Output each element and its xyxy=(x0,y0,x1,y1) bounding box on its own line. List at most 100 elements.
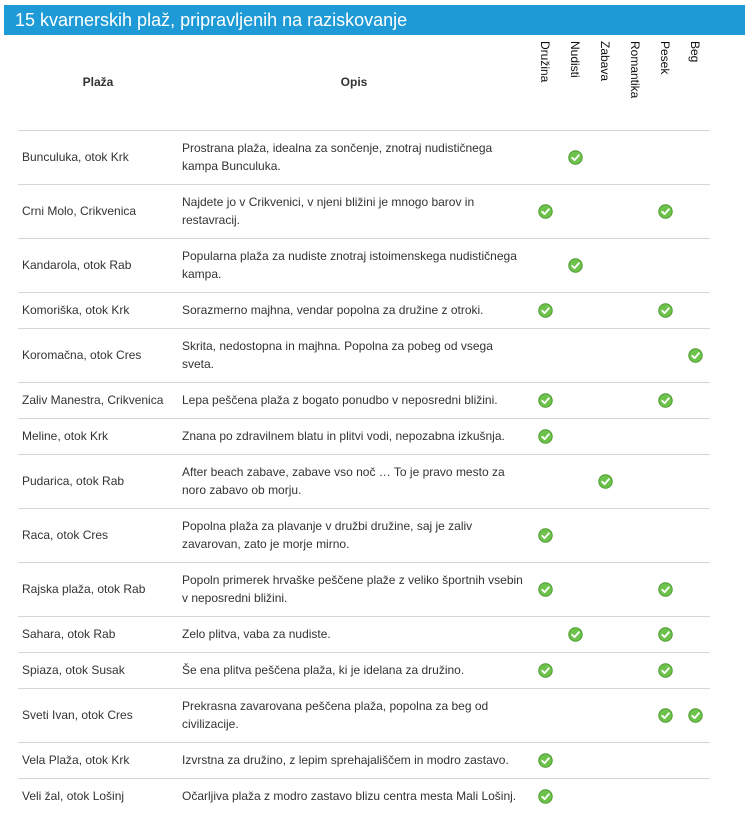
mark-cell xyxy=(680,455,710,509)
column-header: Plaža xyxy=(18,35,178,131)
check-circle xyxy=(688,708,702,722)
check-icon xyxy=(538,753,553,768)
beach-table: Plaža Opis Družina Nudisti Zabava Romant… xyxy=(18,35,710,814)
mark-cell xyxy=(620,419,650,455)
mark-cell xyxy=(680,509,710,563)
check-icon xyxy=(568,258,583,273)
beach-description: Skrita, nedostopna in majhna. Popolna za… xyxy=(178,329,530,383)
column-header: Nudisti xyxy=(566,41,584,78)
beach-name: Kandarola, otok Rab xyxy=(18,239,178,293)
mark-cell xyxy=(590,563,620,617)
mark-cell xyxy=(620,689,650,743)
beach-description: Prekrasna zavarovana peščena plaža, popo… xyxy=(178,689,530,743)
mark-cell xyxy=(590,653,620,689)
check-icon xyxy=(568,150,583,165)
check-icon xyxy=(658,627,673,642)
beach-description: Popoln primerek hrvaške peščene plaže z … xyxy=(178,563,530,617)
mark-cell xyxy=(590,329,620,383)
beach-description: After beach zabave, zabave vso noč … To … xyxy=(178,455,530,509)
check-circle xyxy=(658,204,672,218)
mark-cell xyxy=(650,455,680,509)
beach-description: Še ena plitva peščena plaža, ki je idela… xyxy=(178,653,530,689)
mark-cell xyxy=(530,653,560,689)
mark-cell xyxy=(560,419,590,455)
mark-cell xyxy=(530,239,560,293)
mark-cell xyxy=(590,419,620,455)
check-circle xyxy=(598,474,612,488)
column-header: Romantika xyxy=(626,41,644,98)
check-circle xyxy=(568,627,582,641)
check-circle xyxy=(538,789,552,803)
beach-description: Najdete jo v Crikvenici, v njeni bližini… xyxy=(178,185,530,239)
mark-cell xyxy=(590,455,620,509)
check-circle xyxy=(538,393,552,407)
beach-name: Komoriška, otok Krk xyxy=(18,293,178,329)
mark-cell xyxy=(590,239,620,293)
beach-description: Izvrstna za družino, z lepim sprehajališ… xyxy=(178,743,530,779)
check-circle xyxy=(538,663,552,677)
mark-cell xyxy=(560,455,590,509)
mark-cell xyxy=(530,689,560,743)
beach-name: Spiaza, otok Susak xyxy=(18,653,178,689)
mark-cell xyxy=(680,743,710,779)
check-icon xyxy=(658,582,673,597)
check-icon xyxy=(658,708,673,723)
mark-cell xyxy=(530,293,560,329)
check-icon xyxy=(658,204,673,219)
check-icon xyxy=(538,528,553,543)
check-icon xyxy=(538,582,553,597)
check-circle xyxy=(658,627,672,641)
beach-name: Vela Plaža, otok Krk xyxy=(18,743,178,779)
mark-cell xyxy=(650,653,680,689)
check-icon xyxy=(538,393,553,408)
check-circle xyxy=(538,528,552,542)
mark-cell xyxy=(680,185,710,239)
mark-cell xyxy=(650,239,680,293)
mark-cell xyxy=(620,509,650,563)
column-header: Družina xyxy=(536,41,554,82)
check-circle xyxy=(538,429,552,443)
mark-cell xyxy=(560,185,590,239)
title-bar: 15 kvarnerskih plaž, pripravljenih na ra… xyxy=(4,5,745,35)
mark-cell xyxy=(620,743,650,779)
beach-name: Veli žal, otok Lošinj xyxy=(18,779,178,814)
mark-cell xyxy=(560,293,590,329)
mark-cell xyxy=(530,617,560,653)
mark-cell xyxy=(620,293,650,329)
mark-cell xyxy=(620,563,650,617)
check-icon xyxy=(538,429,553,444)
beach-name: Bunculuka, otok Krk xyxy=(18,131,178,185)
mark-cell xyxy=(680,239,710,293)
beach-description: Znana po zdravilnem blatu in plitvi vodi… xyxy=(178,419,530,455)
mark-cell xyxy=(620,239,650,293)
mark-cell xyxy=(560,131,590,185)
mark-cell xyxy=(530,383,560,419)
mark-cell xyxy=(530,455,560,509)
mark-cell xyxy=(530,185,560,239)
beach-name: Crni Molo, Crikvenica xyxy=(18,185,178,239)
mark-cell xyxy=(530,509,560,563)
mark-cell xyxy=(590,509,620,563)
mark-cell xyxy=(590,743,620,779)
mark-cell xyxy=(650,131,680,185)
mark-cell xyxy=(560,329,590,383)
mark-cell xyxy=(560,563,590,617)
beach-name: Sahara, otok Rab xyxy=(18,617,178,653)
column-header: Opis xyxy=(178,35,530,131)
mark-cell xyxy=(680,689,710,743)
beach-name: Meline, otok Krk xyxy=(18,419,178,455)
beach-name: Pudarica, otok Rab xyxy=(18,455,178,509)
beach-description: Popolna plaža za plavanje v družbi druži… xyxy=(178,509,530,563)
mark-cell xyxy=(650,689,680,743)
mark-cell xyxy=(620,131,650,185)
